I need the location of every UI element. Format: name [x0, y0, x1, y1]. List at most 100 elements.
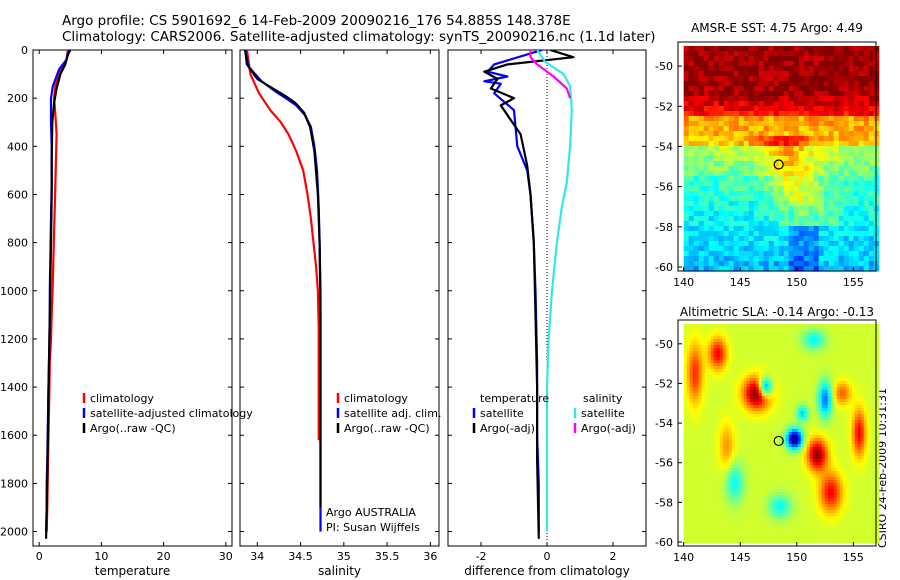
map-cell: [716, 453, 721, 457]
map-cell: [722, 378, 727, 382]
map-cell: [733, 111, 740, 117]
map-cell: [752, 456, 757, 460]
map-cell: [708, 216, 715, 222]
map-cell: [868, 156, 875, 162]
map-cell: [689, 426, 694, 430]
map-cell: [863, 441, 868, 445]
map-cell: [812, 435, 817, 439]
map-cell: [770, 432, 775, 436]
map-cell: [737, 336, 742, 340]
map-cell: [779, 438, 784, 442]
map-cell: [773, 423, 778, 427]
map-cell: [761, 462, 766, 466]
map-cell: [830, 405, 835, 409]
map-cell: [858, 236, 865, 242]
map-cell: [793, 226, 800, 232]
map-cell: [808, 171, 815, 177]
map-cell: [863, 126, 870, 132]
map-cell: [813, 196, 820, 202]
map-cell: [839, 372, 844, 376]
map-cell: [701, 342, 706, 346]
map-cell: [734, 429, 739, 433]
map-cell: [689, 429, 694, 433]
map-cell: [821, 456, 826, 460]
map-cell: [843, 176, 850, 182]
map-cell: [830, 426, 835, 430]
map-cell: [833, 372, 838, 376]
map-cell: [707, 459, 712, 463]
map-cell: [752, 390, 757, 394]
map-cell: [803, 211, 810, 217]
map-cell: [701, 438, 706, 442]
map-cell: [728, 330, 733, 334]
map-cell: [823, 91, 830, 97]
map-cell: [866, 357, 871, 361]
map-cell: [698, 348, 703, 352]
map-cell: [839, 327, 844, 331]
map-cell: [842, 384, 847, 388]
map-cell: [734, 390, 739, 394]
map-cell: [848, 456, 853, 460]
map-cell: [857, 342, 862, 346]
map-cell: [704, 324, 709, 328]
map-cell: [851, 339, 856, 343]
map-cell: [758, 378, 763, 382]
map-cell: [773, 141, 780, 147]
map-cell: [719, 405, 724, 409]
map-cell: [718, 236, 725, 242]
map-cell: [683, 342, 688, 346]
map-cell: [863, 435, 868, 439]
map-cell: [803, 387, 808, 391]
map-cell: [683, 456, 688, 460]
map-cell: [853, 201, 860, 207]
map-cell: [695, 330, 700, 334]
map-cell: [734, 411, 739, 415]
map-cell: [770, 390, 775, 394]
map-cell: [863, 366, 868, 370]
map-cell: [716, 363, 721, 367]
map-cell: [872, 348, 877, 352]
map-cell: [858, 181, 865, 187]
map-cell: [761, 408, 766, 412]
map-cell: [698, 96, 705, 102]
map-cell: [689, 438, 694, 442]
map-cell: [738, 106, 745, 112]
map-cell: [812, 423, 817, 427]
map-cell: [737, 378, 742, 382]
map-cell: [798, 146, 805, 152]
map-cell: [830, 414, 835, 418]
y-tick-label: 1000: [0, 285, 28, 298]
map-cell: [863, 266, 870, 272]
map-cell: [743, 186, 750, 192]
map-cell: [719, 429, 724, 433]
map-cell: [842, 432, 847, 436]
map-cell: [768, 61, 775, 67]
map-cell: [725, 378, 730, 382]
map-cell: [863, 351, 868, 355]
map-cell: [722, 423, 727, 427]
y-tick-label: -58: [655, 221, 673, 234]
map-cell: [872, 357, 877, 361]
map-cell: [693, 191, 700, 197]
map-cell: [719, 363, 724, 367]
map-cell: [725, 393, 730, 397]
map-cell: [797, 435, 802, 439]
map-cell: [752, 327, 757, 331]
map-cell: [683, 411, 688, 415]
map-cell: [733, 126, 740, 132]
map-cell: [768, 211, 775, 217]
map-cell: [734, 435, 739, 439]
y-tick-label: 2000: [0, 526, 28, 539]
map-cell: [719, 450, 724, 454]
map-cell: [833, 256, 840, 262]
map-cell: [803, 106, 810, 112]
map-cell: [866, 429, 871, 433]
map-cell: [843, 206, 850, 212]
map-cell: [692, 360, 697, 364]
map-cell: [779, 387, 784, 391]
map-cell: [842, 369, 847, 373]
map-cell: [836, 429, 841, 433]
map-cell: [848, 216, 855, 222]
map-cell: [785, 444, 790, 448]
map-cell: [866, 354, 871, 358]
